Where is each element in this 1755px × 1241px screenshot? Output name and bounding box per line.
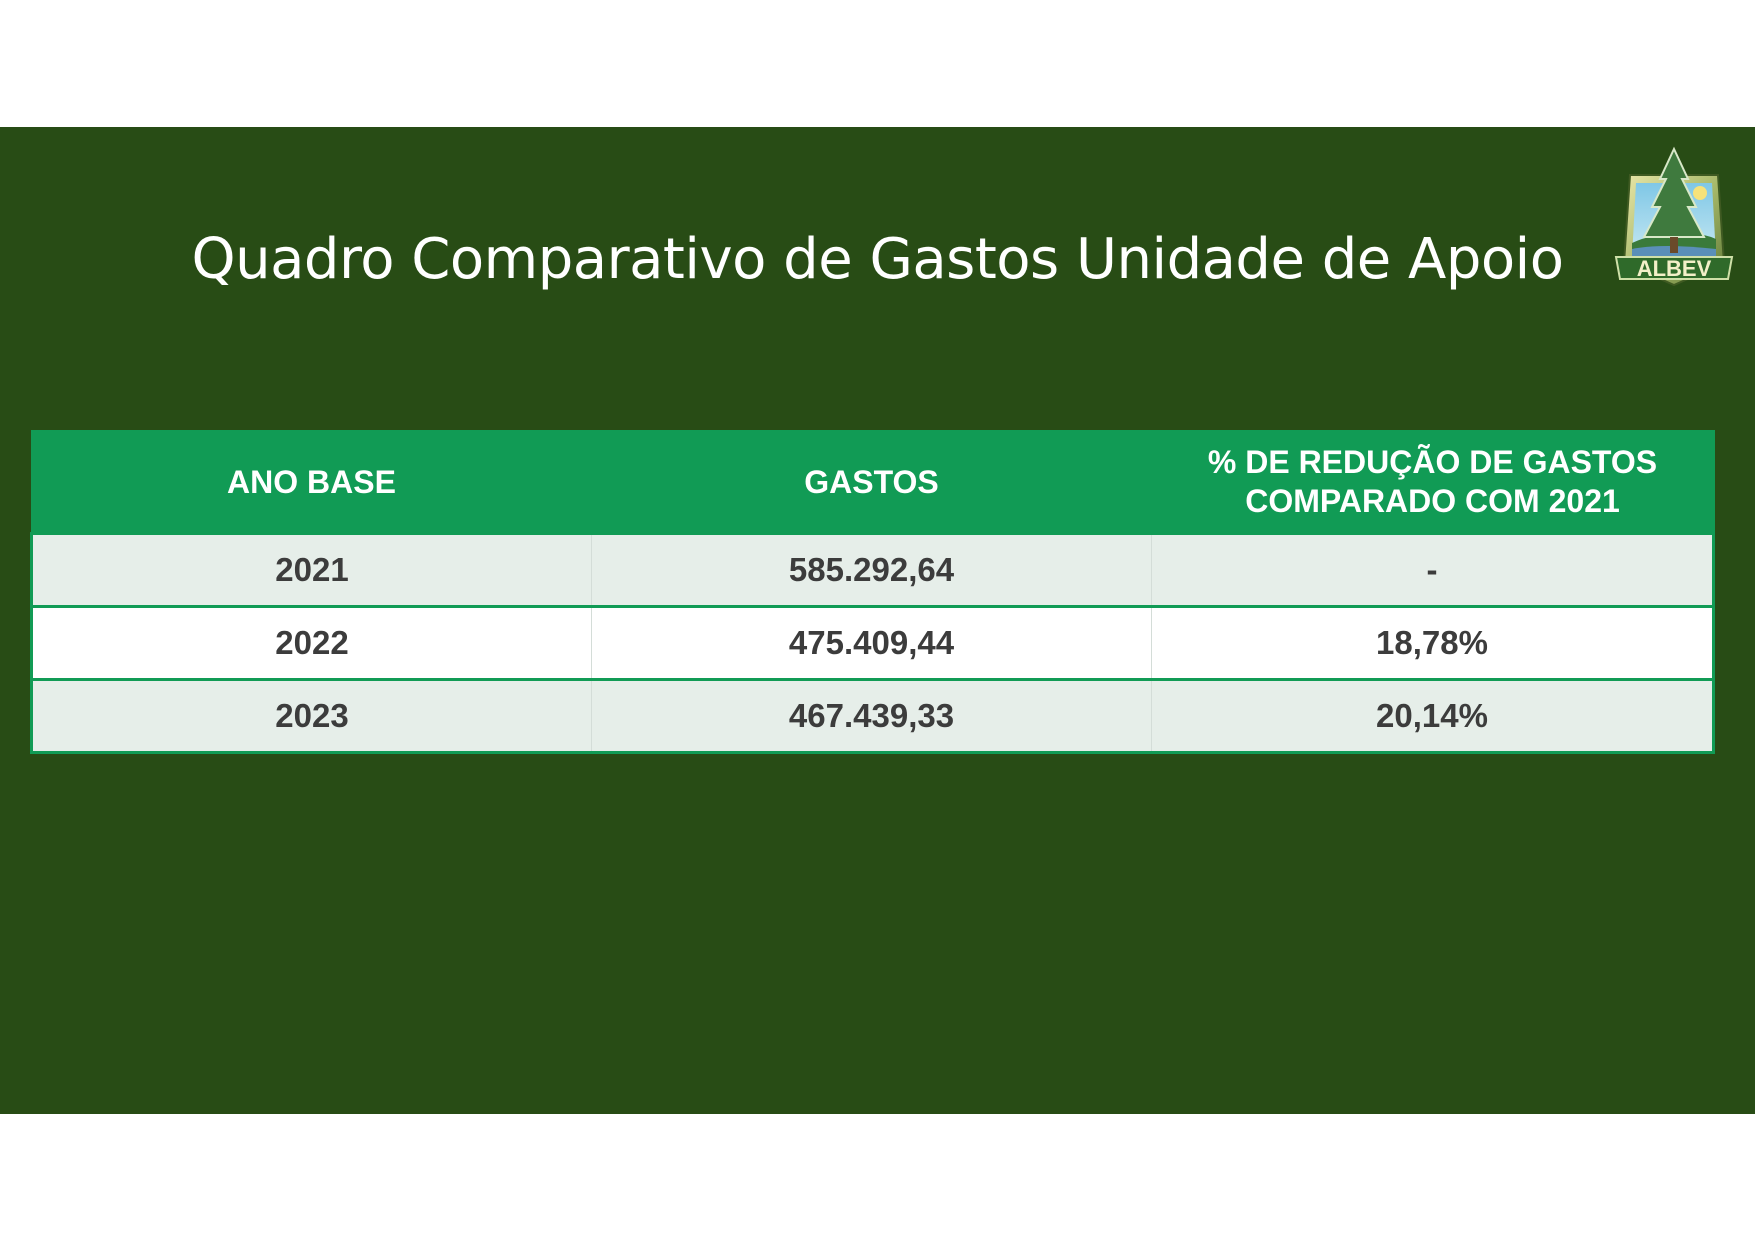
cell-reducao: 20,14% bbox=[1151, 678, 1715, 754]
header-reducao: % DE REDUÇÃO DE GASTOS COMPARADO COM 202… bbox=[1150, 430, 1715, 535]
albev-logo: ALBEV bbox=[1614, 146, 1734, 287]
table-header-row: ANO BASE GASTOS % DE REDUÇÃO DE GASTOS C… bbox=[30, 430, 1715, 535]
table-row: 2022 475.409,44 18,78% bbox=[30, 605, 1715, 681]
cell-gastos: 585.292,64 bbox=[591, 532, 1152, 608]
logo-text: ALBEV bbox=[1637, 256, 1712, 281]
cell-ano: 2023 bbox=[30, 678, 592, 754]
cell-gastos: 475.409,44 bbox=[591, 605, 1152, 681]
slide-title: Quadro Comparativo de Gastos Unidade de … bbox=[191, 227, 1564, 292]
cell-reducao: - bbox=[1151, 532, 1715, 608]
cell-reducao: 18,78% bbox=[1151, 605, 1715, 681]
table-row: 2023 467.439,33 20,14% bbox=[30, 678, 1715, 754]
slide: Quadro Comparativo de Gastos Unidade de … bbox=[0, 127, 1755, 1114]
header-gastos: GASTOS bbox=[590, 430, 1153, 535]
comparison-table: ANO BASE GASTOS % DE REDUÇÃO DE GASTOS C… bbox=[30, 430, 1715, 754]
comparison-table-container: ANO BASE GASTOS % DE REDUÇÃO DE GASTOS C… bbox=[30, 430, 1715, 754]
table-row: 2021 585.292,64 - bbox=[30, 532, 1715, 608]
cell-gastos: 467.439,33 bbox=[591, 678, 1152, 754]
cell-ano: 2022 bbox=[30, 605, 592, 681]
header-ano-base: ANO BASE bbox=[30, 430, 593, 535]
cell-ano: 2021 bbox=[30, 532, 592, 608]
